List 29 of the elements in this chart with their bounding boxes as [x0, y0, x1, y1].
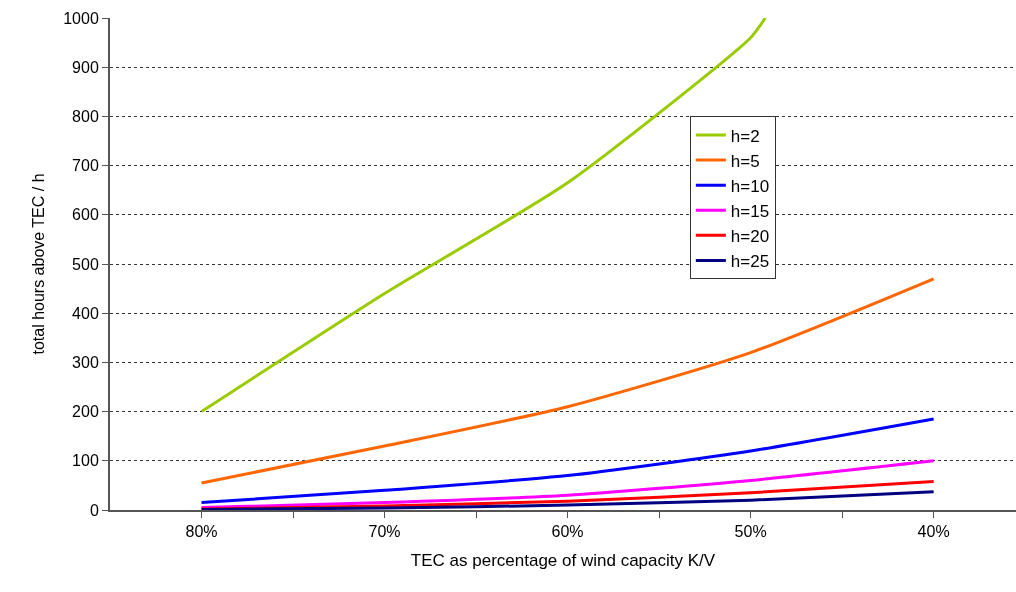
y-tick-label: 800 — [72, 108, 99, 125]
y-tick-label: 600 — [72, 206, 99, 224]
legend-label: h=25 — [730, 252, 770, 272]
line-series — [200, 490, 936, 510]
x-tick-label: 80% — [185, 523, 218, 541]
legend-label: h=20 — [730, 226, 770, 246]
y-axis-title: total hours above TEC / h — [29, 173, 47, 355]
y-tick-label: 900 — [72, 58, 99, 76]
line-series — [200, 417, 936, 505]
y-tick-label: 400 — [72, 304, 99, 322]
legend-label: h=5 — [730, 151, 760, 171]
x-tick-label: 70% — [368, 523, 401, 541]
y-tick-label: 1000 — [63, 9, 99, 27]
y-tick-label: 500 — [72, 255, 99, 273]
y-tick-label: 700 — [72, 157, 99, 175]
legend-label: h=2 — [730, 126, 760, 146]
x-tick-label: 40% — [917, 523, 950, 541]
y-tick-label: 0 — [89, 501, 99, 519]
x-tick-label: 60% — [551, 523, 584, 541]
y-tick-label: 100 — [72, 452, 99, 470]
legend-label: h=15 — [730, 201, 770, 221]
legend-label: h=10 — [730, 176, 770, 196]
line-series — [200, 459, 936, 510]
line-series — [200, 277, 936, 485]
x-axis-title: TEC as percentage of wind capacity K/V — [410, 551, 716, 571]
y-tick-label: 300 — [72, 354, 99, 371]
y-tick-label: 200 — [72, 403, 99, 421]
x-tick-label: 50% — [734, 523, 767, 541]
line-series — [200, 18, 767, 414]
